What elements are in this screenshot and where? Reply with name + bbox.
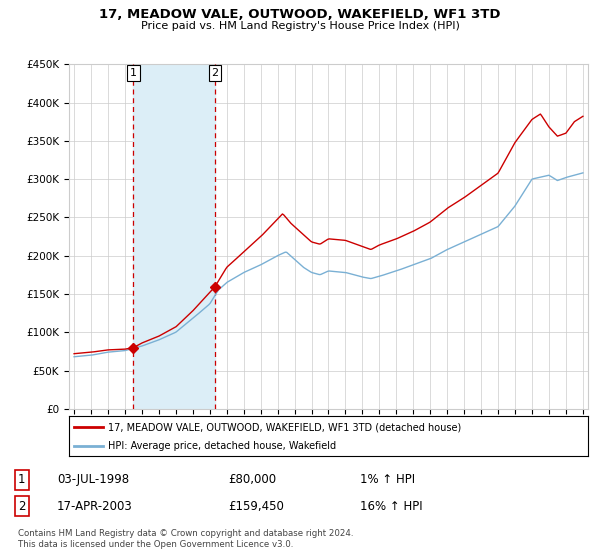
Text: 1: 1	[18, 473, 25, 486]
Text: 2: 2	[211, 68, 218, 78]
Text: £159,450: £159,450	[228, 500, 284, 512]
Text: 17, MEADOW VALE, OUTWOOD, WAKEFIELD, WF1 3TD (detached house): 17, MEADOW VALE, OUTWOOD, WAKEFIELD, WF1…	[108, 422, 461, 432]
Bar	[133, 64, 215, 409]
Text: HPI: Average price, detached house, Wakefield: HPI: Average price, detached house, Wake…	[108, 441, 336, 451]
Text: 17-APR-2003: 17-APR-2003	[57, 500, 133, 512]
Text: £80,000: £80,000	[228, 473, 276, 486]
Text: 03-JUL-1998: 03-JUL-1998	[57, 473, 129, 486]
Text: 1: 1	[130, 68, 137, 78]
Text: Contains HM Land Registry data © Crown copyright and database right 2024.
This d: Contains HM Land Registry data © Crown c…	[18, 529, 353, 549]
Text: Price paid vs. HM Land Registry's House Price Index (HPI): Price paid vs. HM Land Registry's House …	[140, 21, 460, 31]
Text: 16% ↑ HPI: 16% ↑ HPI	[360, 500, 422, 512]
Text: 17, MEADOW VALE, OUTWOOD, WAKEFIELD, WF1 3TD: 17, MEADOW VALE, OUTWOOD, WAKEFIELD, WF1…	[99, 8, 501, 21]
Text: 2: 2	[18, 500, 25, 512]
Text: 1% ↑ HPI: 1% ↑ HPI	[360, 473, 415, 486]
